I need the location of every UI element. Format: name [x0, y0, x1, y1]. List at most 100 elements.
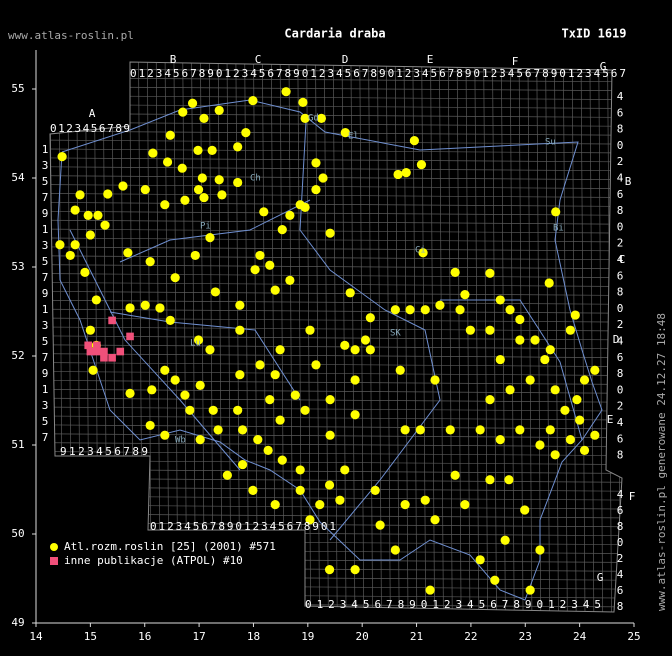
- grid-line: [253, 62, 258, 612]
- legend-label: inne publikacje (ATPOL) #10: [64, 554, 243, 567]
- grid-line: [50, 68, 622, 74]
- border: [57, 99, 603, 601]
- grid-line: [50, 148, 622, 154]
- grid-line: [492, 62, 497, 612]
- river: [299, 121, 441, 541]
- y-tick-label: 52: [11, 349, 24, 362]
- occurrence-dot: [324, 565, 335, 575]
- grid-line: [571, 62, 577, 612]
- grid-line: [456, 62, 462, 612]
- occurrence-dot: [199, 113, 209, 123]
- occurrence-square: [100, 347, 108, 356]
- occurrence-dot: [177, 163, 187, 173]
- occurrence-dot: [233, 177, 243, 188]
- place-label: SK: [390, 329, 401, 339]
- site-url: www.atlas-roslin.pl: [8, 29, 134, 42]
- grid-line: [50, 469, 622, 474]
- river: [69, 229, 241, 471]
- grid-line: [50, 584, 622, 590]
- grid-letter: D: [342, 53, 349, 66]
- grid-letter: A: [89, 107, 96, 120]
- occurrence-dot: [551, 207, 561, 217]
- occurrence-dot: [316, 113, 327, 123]
- occurrence-dot: [285, 275, 295, 285]
- grid-line: [138, 62, 143, 612]
- grid-line: [50, 210, 622, 216]
- occurrence-dot: [263, 445, 273, 455]
- occurrence-dot: [485, 268, 495, 278]
- occurrence-dot: [235, 370, 245, 380]
- occurrence-dot: [148, 148, 158, 158]
- occurrence-square: [108, 353, 116, 362]
- grid-line: [147, 62, 152, 612]
- occurrence-dot: [277, 225, 287, 235]
- occurrence-dot: [233, 405, 243, 415]
- grid-line: [598, 62, 604, 612]
- occurrence-dot: [311, 158, 321, 168]
- occurrence-dot: [190, 250, 200, 261]
- occurrence-dot: [91, 295, 101, 305]
- occurrence-dot: [170, 375, 180, 385]
- place-label: Su: [545, 138, 556, 148]
- grid-line: [439, 62, 444, 612]
- occurrence-dot: [197, 173, 207, 183]
- legend-swatch: [50, 557, 58, 565]
- occurrence-dot: [505, 385, 515, 395]
- taxon-id: TxID 1619: [561, 27, 626, 41]
- occurrence-dot: [259, 207, 269, 217]
- occurrence-dot: [83, 210, 93, 220]
- grid-line: [359, 62, 365, 612]
- occurrence-dot: [545, 345, 555, 355]
- occurrence-dot: [160, 430, 170, 440]
- occurrence-dot: [365, 313, 375, 323]
- occurrence-dot: [214, 175, 224, 185]
- occurrence-dot: [295, 465, 305, 475]
- y-tick-label: 53: [11, 260, 24, 273]
- grid-line: [164, 62, 170, 612]
- occurrence-dot: [233, 142, 243, 152]
- occurrence-dot: [435, 300, 445, 310]
- occurrence-dot: [515, 425, 525, 435]
- occurrence-dot: [530, 335, 540, 345]
- occurrence-dot: [525, 585, 535, 595]
- occurrence-dot: [281, 87, 291, 97]
- grid-line: [483, 62, 488, 612]
- x-tick-label: 19: [301, 630, 314, 643]
- occurrence-dot: [450, 267, 460, 277]
- grid-letter: G: [600, 60, 607, 73]
- occurrence-dot: [325, 430, 335, 440]
- x-tick-label: 25: [627, 630, 640, 643]
- occurrence-dot: [325, 228, 335, 238]
- grid-line: [50, 424, 622, 430]
- grid-line: [50, 237, 622, 243]
- place-label: Ch: [250, 174, 261, 184]
- occurrence-dot: [579, 375, 590, 385]
- occurrence-dot: [213, 425, 223, 435]
- grid-line: [50, 246, 622, 252]
- occurrence-square: [100, 353, 108, 362]
- grid-letter: B: [625, 175, 632, 188]
- occurrence-square: [93, 347, 101, 356]
- occurrence-dot: [540, 354, 550, 365]
- grid-line: [50, 388, 622, 394]
- grid-line: [562, 62, 568, 612]
- grid-line: [50, 451, 622, 456]
- grid-line: [403, 62, 409, 612]
- occurrence-dot: [393, 169, 403, 180]
- occurrence-dot: [205, 345, 215, 355]
- occurrence-dot: [485, 395, 495, 405]
- occurrence-dot: [420, 305, 430, 315]
- occurrence-dot: [80, 267, 90, 277]
- grid-line: [465, 62, 471, 612]
- grid-line: [368, 62, 373, 612]
- occurrence-dot: [460, 500, 470, 510]
- occurrence-dot: [495, 354, 505, 365]
- occurrence-dot: [340, 340, 350, 350]
- grid-line: [430, 62, 435, 612]
- occurrence-dot: [255, 250, 265, 261]
- grid-line: [50, 228, 622, 234]
- occurrence-dot: [390, 545, 400, 555]
- grid-line: [270, 62, 276, 612]
